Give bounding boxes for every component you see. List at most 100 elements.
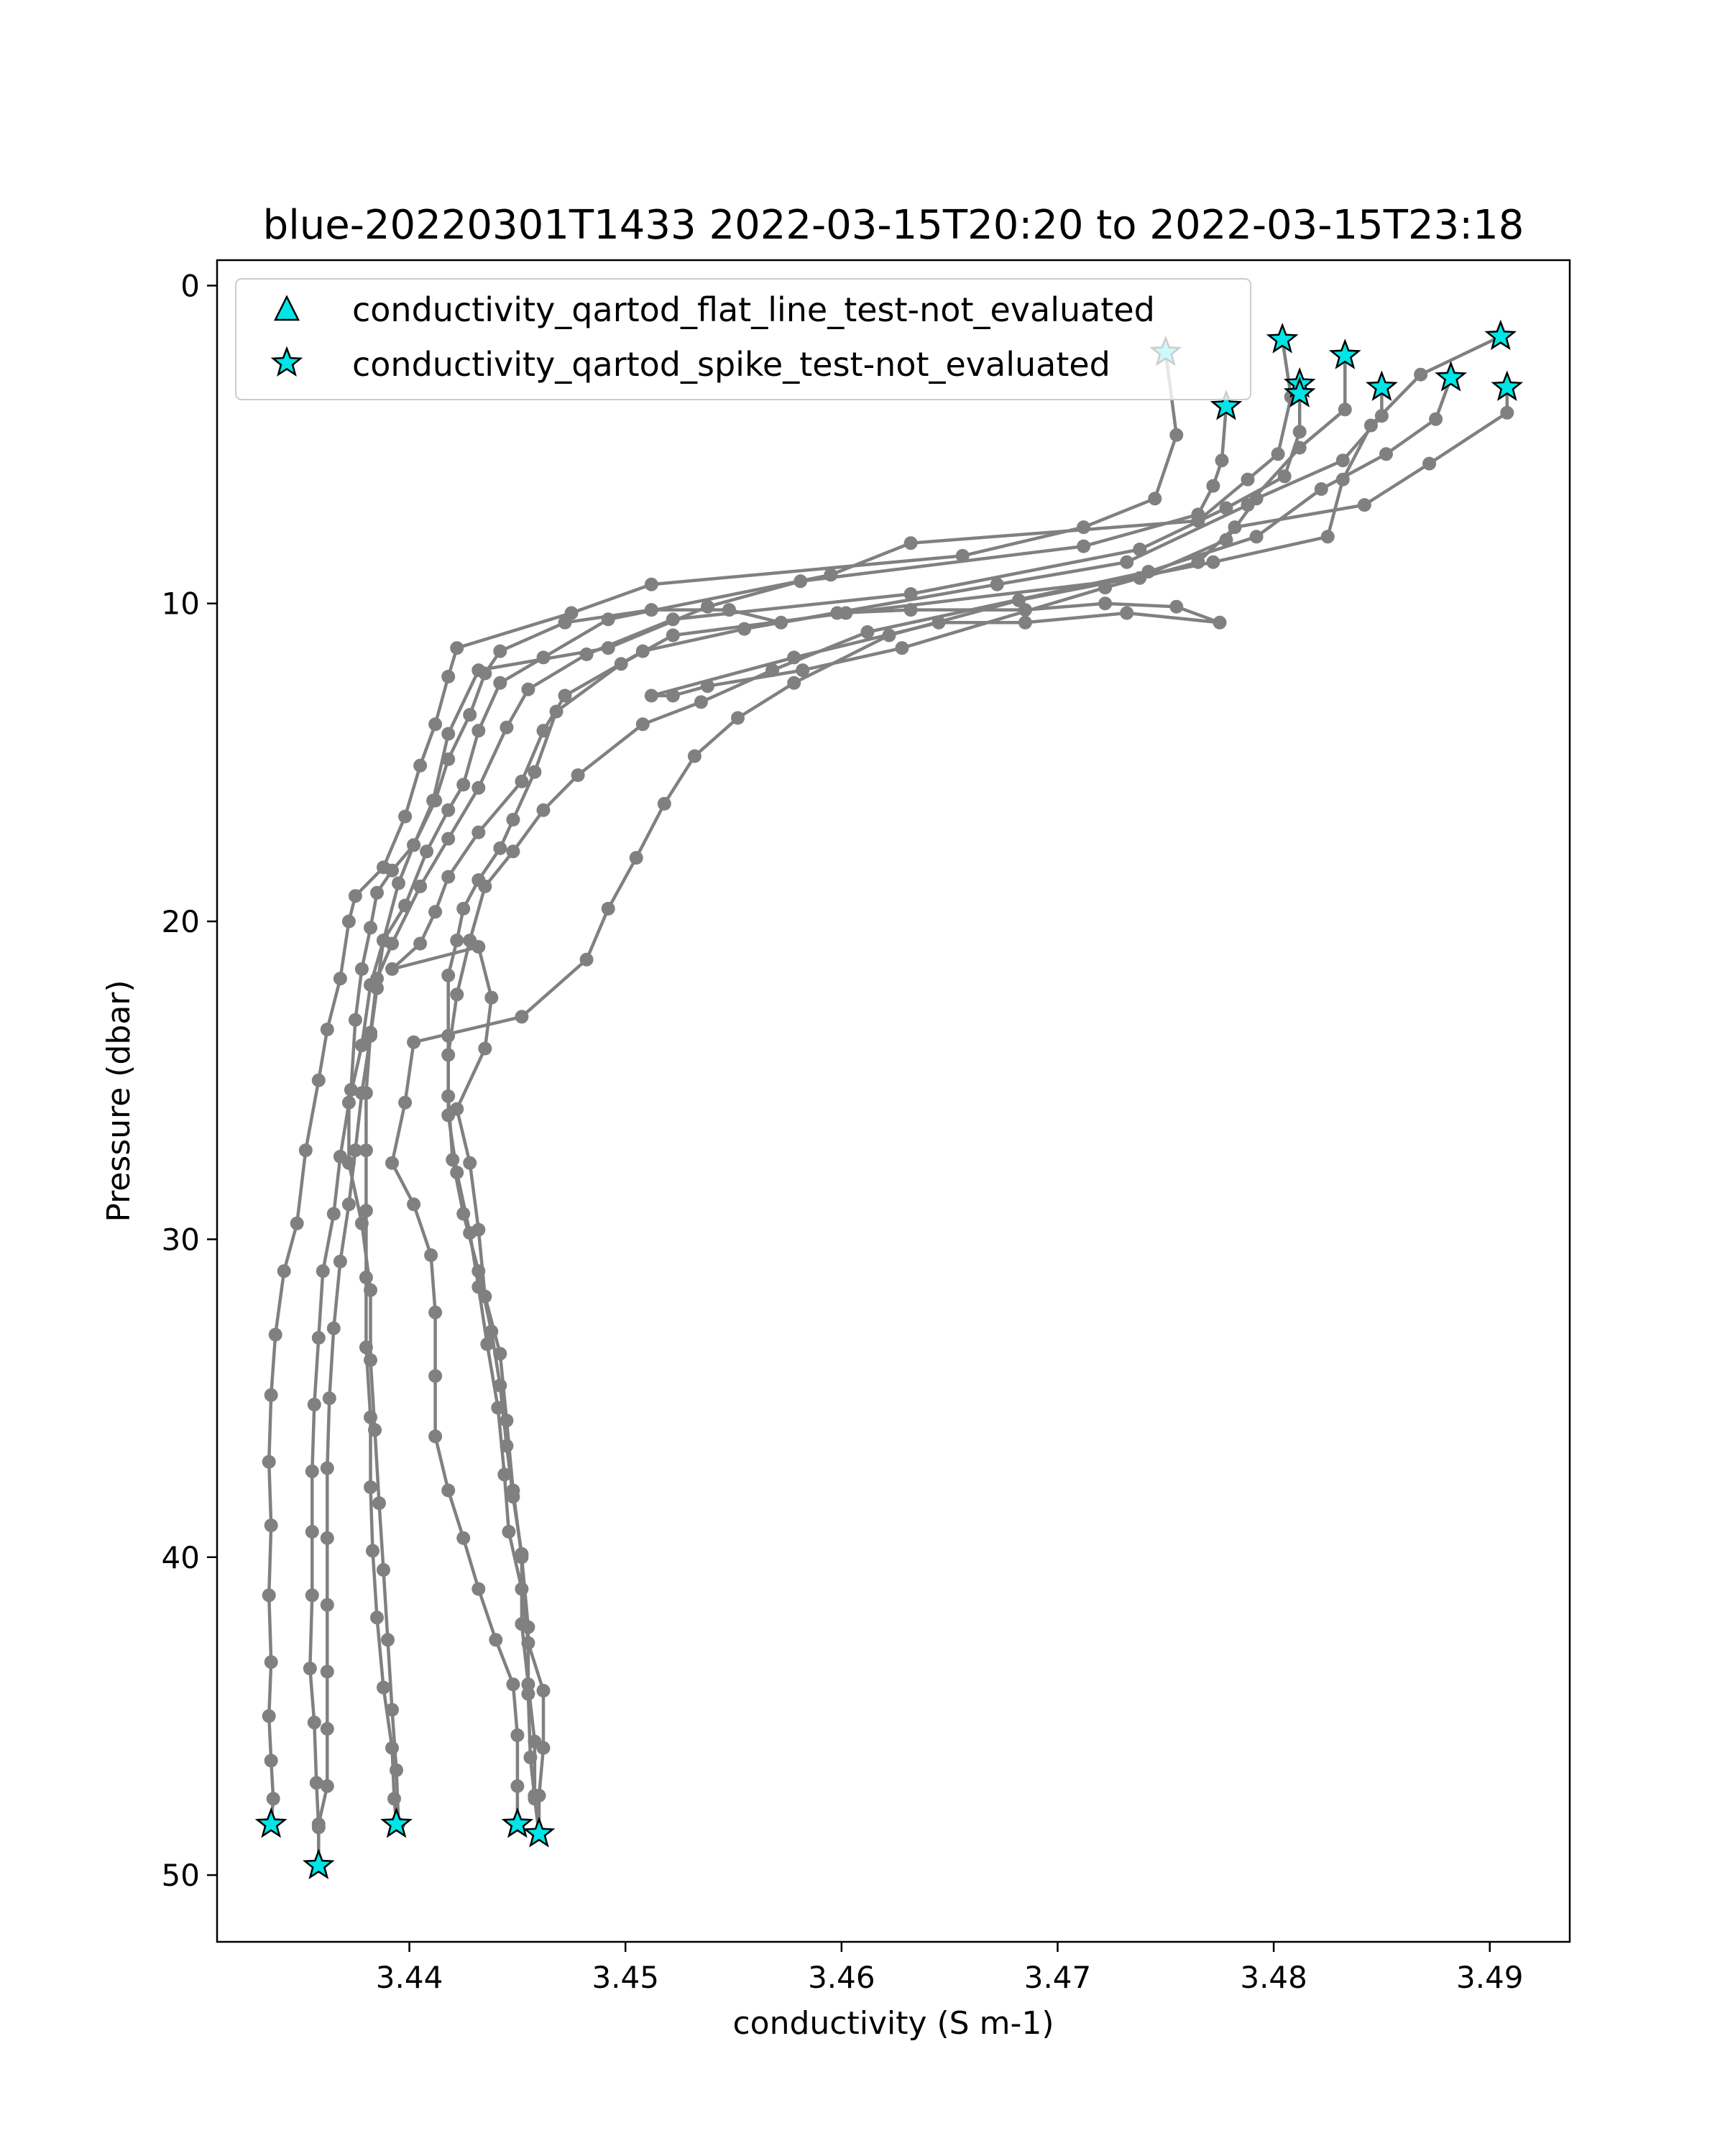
data-point (528, 765, 542, 779)
y-tick-label: 10 (162, 586, 200, 622)
data-point (348, 1143, 362, 1158)
data-point (478, 1041, 492, 1056)
data-point (895, 641, 909, 655)
axes-frame (216, 259, 1571, 1943)
data-point (441, 1048, 456, 1062)
flag-star-marker (501, 1807, 534, 1838)
flag-star-marker (1283, 377, 1316, 407)
data-point (320, 1598, 334, 1612)
y-tick-label: 0 (180, 268, 200, 303)
data-point (1292, 441, 1307, 455)
data-point (385, 1741, 399, 1755)
data-point (701, 679, 714, 694)
data-point (506, 1677, 520, 1692)
data-point (407, 1035, 421, 1049)
data-point (478, 666, 492, 681)
data-point (489, 1633, 503, 1647)
data-point (385, 863, 399, 877)
data-point (370, 885, 384, 900)
data-point (262, 1588, 276, 1603)
data-point (463, 1156, 477, 1170)
data-point (472, 1280, 486, 1294)
x-tick-label: 3.44 (376, 1960, 443, 1995)
data-point (428, 1369, 443, 1383)
data-point (1500, 405, 1514, 420)
data-point (1379, 447, 1393, 461)
data-point (1314, 482, 1328, 496)
x-axis-label: conductivity (S m-1) (732, 2005, 1054, 2042)
data-point (932, 615, 946, 630)
data-point (341, 914, 356, 929)
data-point (515, 1547, 529, 1561)
data-point (446, 1153, 460, 1167)
data-point (558, 688, 572, 703)
data-point (484, 990, 499, 1005)
x-tick-label: 3.49 (1456, 1960, 1524, 1995)
data-point (262, 1709, 276, 1723)
flag-star-marker (380, 1807, 413, 1838)
data-point (493, 1378, 507, 1393)
data-point (377, 934, 390, 948)
data-point (472, 1582, 486, 1596)
y-axis-ticks: 0 10 20 30 40 50 (162, 268, 217, 1893)
data-point (428, 1429, 443, 1444)
data-point (359, 1271, 373, 1284)
data-point (1414, 367, 1428, 382)
data-point (320, 1664, 334, 1679)
data-point (506, 813, 520, 826)
data-point (1363, 418, 1378, 433)
data-point (385, 1156, 399, 1170)
data-point (372, 1496, 386, 1511)
data-point (311, 1817, 326, 1831)
data-point (666, 688, 680, 703)
data-point (1338, 402, 1352, 417)
legend-label-spike: conductivity_qartod_spike_test-not_evalu… (352, 345, 1110, 384)
data-point (320, 1023, 334, 1036)
data-point (359, 1204, 373, 1218)
data-point (1148, 492, 1162, 506)
data-point (510, 1779, 525, 1793)
x-tick-label: 3.48 (1240, 1960, 1307, 1995)
data-point (532, 1789, 546, 1802)
flag-star-marker (1484, 319, 1517, 351)
series-layer (262, 329, 1514, 1873)
data-point (493, 841, 507, 855)
data-point (787, 676, 801, 690)
data-point (333, 972, 347, 986)
data-point (1018, 603, 1032, 617)
data-point (722, 603, 736, 617)
data-point (903, 603, 918, 617)
data-point (1357, 498, 1371, 512)
data-point (731, 711, 745, 725)
data-point (521, 682, 535, 696)
y-tick-label: 40 (162, 1540, 200, 1575)
data-point (493, 676, 507, 690)
data-point (450, 1166, 464, 1179)
data-point (824, 568, 838, 582)
data-point (1249, 492, 1264, 506)
flag-star-marker (1435, 361, 1468, 392)
data-point (364, 921, 377, 935)
data-point (398, 809, 413, 824)
data-point (1335, 453, 1350, 468)
data-point (515, 774, 529, 788)
data-point (450, 987, 464, 1002)
data-point (1169, 599, 1184, 614)
data-point (428, 717, 443, 732)
data-point (1077, 539, 1091, 553)
data-point (502, 1524, 516, 1539)
data-point (456, 901, 471, 916)
data-point (303, 1662, 317, 1676)
data-point (478, 879, 492, 893)
data-point (1219, 501, 1233, 515)
y-axis-label: Pressure (dbar) (101, 980, 137, 1222)
flag-star-marker (302, 1848, 335, 1879)
data-point (1206, 555, 1220, 569)
data-point (398, 1095, 413, 1110)
data-point (264, 1519, 278, 1532)
data-point (549, 704, 564, 719)
data-point (392, 876, 405, 890)
data-point (264, 1655, 278, 1669)
data-point (441, 831, 456, 846)
data-point (326, 1321, 341, 1335)
